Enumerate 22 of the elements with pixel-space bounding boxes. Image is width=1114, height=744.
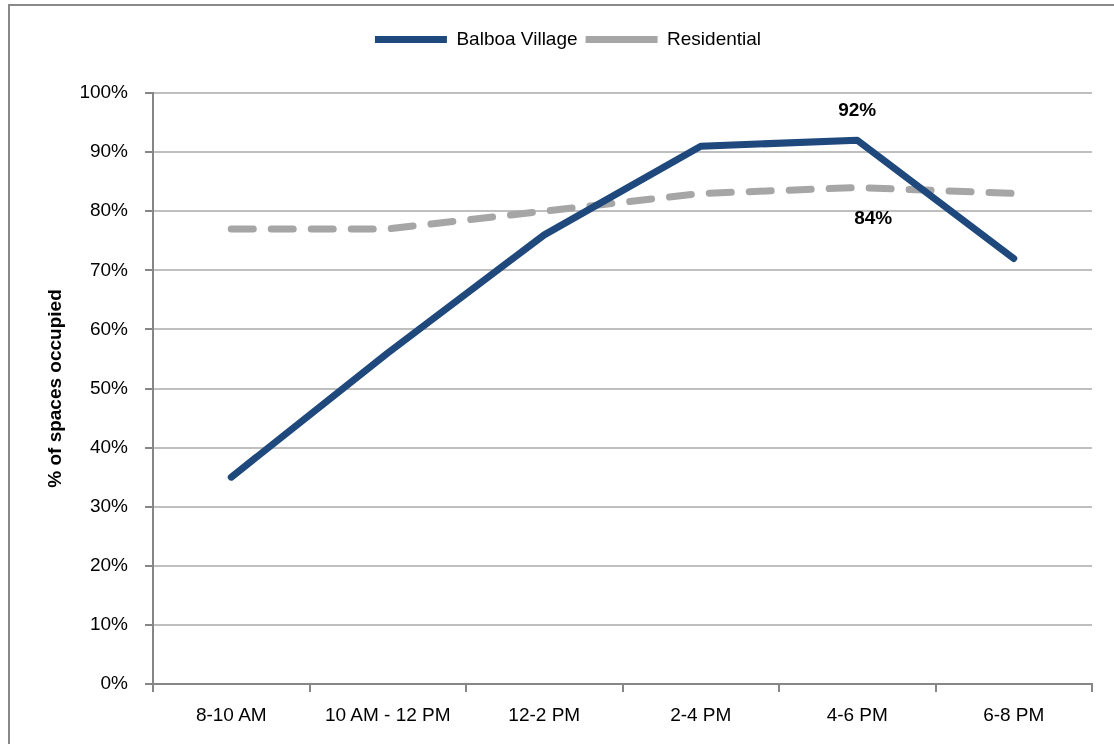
y-axis-title: % of spaces occupied	[43, 289, 65, 488]
x-tick-label: 12-2 PM	[508, 703, 581, 725]
legend-label: Balboa Village	[456, 27, 578, 49]
y-tick-label: 10%	[89, 613, 129, 635]
x-tick-label: 4-6 PM	[826, 703, 888, 725]
y-tick-label: 80%	[89, 199, 129, 221]
legend-label: Residential	[667, 27, 762, 49]
y-tick-label: 100%	[79, 81, 129, 103]
x-tick-label: 2-4 PM	[670, 703, 732, 725]
y-tick-label: 70%	[89, 258, 129, 280]
y-tick-label: 0%	[100, 672, 129, 694]
y-tick-label: 30%	[89, 494, 129, 516]
data-label: 84%	[854, 206, 893, 228]
y-tick-label: 40%	[89, 435, 129, 457]
x-tick-label: 8-10 AM	[195, 703, 267, 725]
y-tick-label: 50%	[89, 376, 129, 398]
y-tick-label: 90%	[89, 140, 129, 162]
y-tick-label: 20%	[89, 554, 129, 576]
data-label: 92%	[838, 98, 877, 120]
x-tick-label: 10 AM - 12 PM	[324, 703, 451, 725]
y-tick-label: 60%	[89, 317, 129, 339]
x-tick-label: 6-8 PM	[983, 703, 1045, 725]
